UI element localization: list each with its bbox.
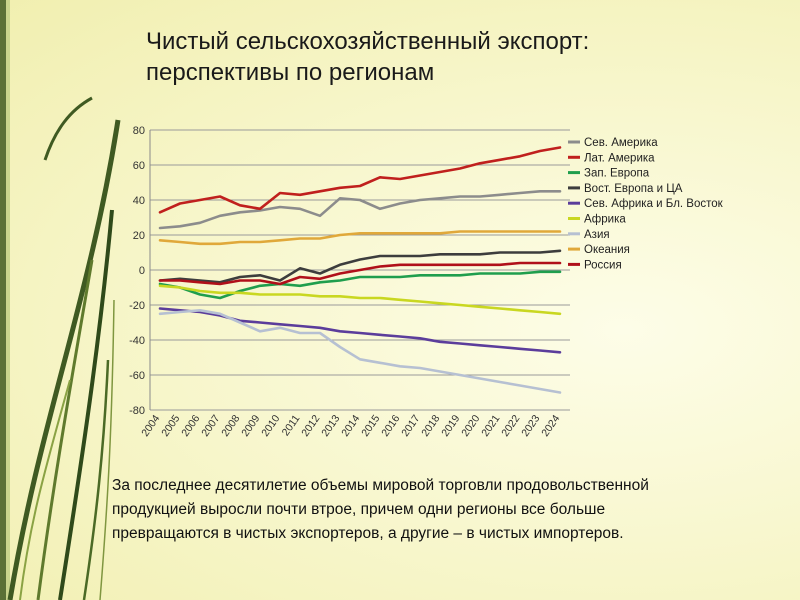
x-tick-label: 2013	[319, 413, 342, 439]
caption: За последнее десятилетие объемы мировой …	[112, 474, 798, 546]
x-tick-label: 2012	[299, 413, 322, 439]
grass-stroke	[82, 359, 110, 600]
series-line	[158, 270, 562, 300]
legend-label: Сев. Африка и Бл. Восток	[584, 198, 724, 210]
legend-label: Океания	[584, 244, 630, 256]
legend-label: Азия	[584, 229, 610, 241]
series-line	[158, 230, 562, 246]
x-tick-label: 2014	[339, 413, 362, 439]
x-tick-label: 2023	[519, 413, 542, 439]
grass-stroke	[58, 209, 114, 600]
y-tick-label: 20	[133, 230, 145, 242]
page-title: Чистый сельскохозяйственный экспорт: пер…	[146, 26, 746, 88]
x-tick-label: 2006	[179, 413, 202, 439]
x-tick-label: 2009	[239, 413, 262, 439]
y-tick-label: -60	[129, 370, 145, 382]
y-tick-label: -40	[129, 335, 145, 347]
legend-label: Вост. Европа и ЦА	[584, 183, 683, 195]
x-tick-label: 2011	[280, 413, 303, 439]
x-tick-label: 2017	[399, 413, 422, 439]
left-accent-stripe	[6, 0, 10, 600]
x-tick-label: 2020	[459, 413, 482, 439]
title-line: перспективы по регионам	[146, 59, 435, 86]
x-tick-label: 2021	[479, 413, 502, 439]
series-line	[158, 249, 562, 284]
x-tick-label: 2016	[379, 413, 402, 439]
grass-stroke	[7, 119, 121, 600]
title-line: Чистый сельскохозяйственный экспорт:	[146, 28, 590, 55]
x-tick-label: 2024	[539, 413, 562, 439]
x-tick-label: 2019	[439, 413, 462, 439]
legend-label: Россия	[584, 259, 622, 271]
caption-line: превращаются в чистых экспортеров, а дру…	[112, 525, 624, 542]
y-tick-label: -20	[129, 300, 145, 312]
grass-stroke	[19, 379, 71, 600]
y-tick-label: 40	[133, 195, 145, 207]
series-line	[158, 309, 562, 394]
caption-line: За последнее десятилетие объемы мировой …	[112, 477, 649, 494]
caption-line: продукцией выросли почти втрое, причем о…	[112, 501, 606, 518]
x-tick-label: 2015	[359, 413, 382, 439]
x-tick-label: 2005	[159, 413, 182, 439]
y-tick-label: 60	[133, 160, 145, 172]
left-accent-bar	[0, 0, 6, 600]
y-tick-label: 0	[139, 265, 145, 277]
grass-stroke	[36, 259, 94, 600]
legend-label: Зап. Европа	[584, 168, 650, 180]
y-tick-label: 80	[133, 125, 145, 137]
line-chart: 806040200-20-40-60-802004200520062007200…	[129, 125, 724, 439]
series-line	[158, 261, 562, 286]
legend-label: Сев. Америка	[584, 137, 658, 149]
y-tick-label: -80	[129, 405, 145, 417]
x-tick-label: 2010	[259, 413, 282, 439]
legend-label: Африка	[584, 214, 626, 226]
grass-stroke	[99, 299, 115, 600]
series-line	[158, 146, 562, 214]
x-tick-label: 2007	[199, 413, 222, 439]
grass-stroke	[43, 96, 93, 161]
x-tick-label: 2008	[219, 413, 242, 439]
series-line	[158, 284, 562, 316]
x-tick-label: 2022	[499, 413, 522, 439]
x-tick-label: 2018	[419, 413, 442, 439]
legend-label: Лат. Америка	[584, 152, 655, 164]
series-line	[158, 190, 562, 230]
